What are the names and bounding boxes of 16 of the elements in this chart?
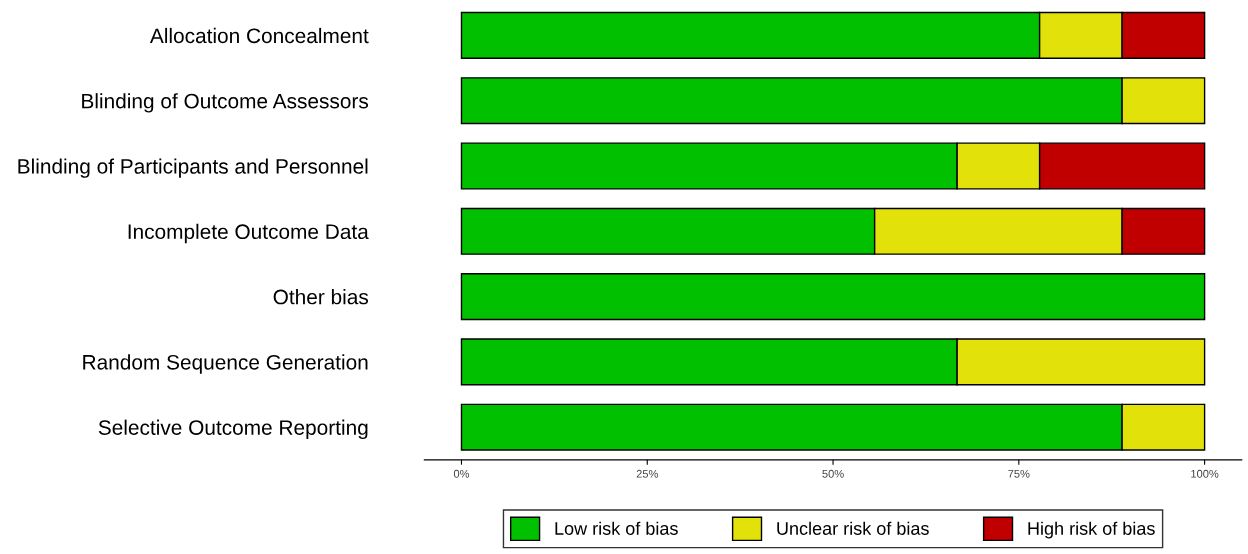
y-tick-label: Random Sequence Generation — [83, 354, 368, 374]
x-tick-label: 0% — [453, 469, 470, 478]
legend-label: High risk of bias — [1028, 521, 1155, 539]
x-tick-label: 50% — [822, 469, 844, 478]
y-tick-label: Incomplete Outcome Data — [128, 223, 369, 244]
y-tick-label: Blinding of Participants and Personnel — [18, 158, 368, 178]
bar — [460, 273, 1206, 321]
y-tick-label: Other bias — [273, 289, 369, 305]
x-tick-label: 75% — [1008, 469, 1030, 478]
legend-label: Unclear risk of bias — [777, 521, 929, 535]
x-tick-label: 100% — [1191, 469, 1219, 478]
legend-label: Low risk of bias — [555, 521, 678, 535]
x-tick-label: 25% — [636, 469, 658, 478]
y-tick-label: Selective Outcome Reporting — [98, 419, 368, 440]
y-tick-label: Allocation Concealment — [149, 27, 369, 44]
y-tick-label: Blinding of Outcome Assessors — [82, 93, 369, 113]
